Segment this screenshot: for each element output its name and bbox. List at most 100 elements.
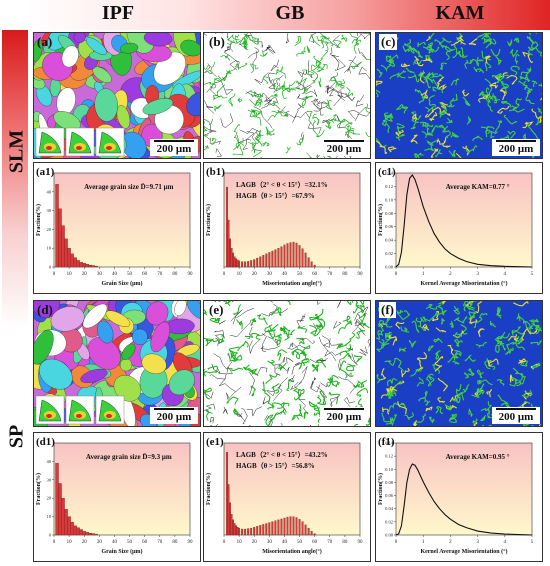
x-tick-label: 60 bbox=[312, 272, 318, 277]
x-tick-label: 20 bbox=[252, 540, 258, 545]
x-axis-label: Grain Size (μm) bbox=[101, 280, 142, 287]
bar bbox=[268, 252, 271, 268]
bar bbox=[292, 516, 295, 536]
x-tick-label: 1 bbox=[422, 540, 425, 545]
bar bbox=[259, 525, 262, 536]
x-tick-label: 90 bbox=[358, 272, 364, 277]
scale-bar-label: 200 μm bbox=[498, 143, 534, 155]
x-tick-label: 70 bbox=[157, 540, 163, 545]
x-tick-label: 2 bbox=[449, 272, 452, 277]
x-tick-label: 80 bbox=[342, 272, 348, 277]
bar bbox=[241, 528, 244, 536]
x-tick-label: 80 bbox=[342, 540, 348, 545]
y-tick-label: 0 bbox=[49, 265, 52, 270]
x-tick-label: 50 bbox=[127, 272, 133, 277]
x-tick-label: 10 bbox=[237, 540, 243, 545]
bar bbox=[262, 255, 265, 268]
y-tick-label: 0.14 bbox=[385, 171, 394, 176]
pole-figure-triangle bbox=[68, 131, 92, 154]
bar bbox=[259, 256, 262, 268]
ipf-map-image bbox=[34, 33, 200, 158]
x-tick-label: 80 bbox=[172, 540, 178, 545]
bar bbox=[55, 184, 59, 268]
x-tick-label: 0 bbox=[223, 272, 226, 277]
scale-bar-line bbox=[496, 140, 536, 142]
chart-annotation-line: LAGB（2° < θ < 15°）=43.2% bbox=[236, 451, 328, 459]
bar bbox=[55, 463, 59, 536]
x-tick-label: 70 bbox=[157, 272, 163, 277]
chart-svg: 0 10 20 30 40 50 60 70 80 90 Misorientation angle(… bbox=[205, 436, 363, 555]
chart-svg: 0 10 20 30 40 50 60 70 80 90 0 10 20 30 40 Grain Size (… bbox=[35, 166, 193, 287]
scale-bar: 200 μm bbox=[150, 139, 198, 156]
x-tick-label: 5 bbox=[531, 540, 534, 545]
x-tick-label: 40 bbox=[112, 272, 118, 277]
y-tick-label: 0.08 bbox=[385, 480, 394, 485]
chart-annotation-line: LAGB（2° < θ < 15°）=32.1% bbox=[236, 181, 328, 189]
x-tick-label: 10 bbox=[67, 272, 73, 277]
x-tick-label: 70 bbox=[327, 272, 333, 277]
gb-map-slm: (b) 200 μm bbox=[203, 32, 371, 159]
y-tick-label: 0.02 bbox=[385, 251, 393, 256]
grain-size-chart-slm: 0 10 20 30 40 50 60 70 80 90 0 10 20 30 40 Grain Size (… bbox=[33, 162, 201, 294]
x-tick-label: 20 bbox=[252, 272, 258, 277]
bar bbox=[67, 516, 71, 536]
pole-figure-triangle bbox=[38, 399, 62, 422]
bar bbox=[295, 242, 298, 268]
plot-area bbox=[53, 442, 191, 536]
bar bbox=[253, 259, 256, 268]
x-tick-label: 5 bbox=[531, 272, 534, 277]
bar bbox=[94, 533, 98, 536]
bar bbox=[286, 243, 289, 268]
bar bbox=[283, 244, 286, 268]
scale-bar: 200 μm bbox=[150, 407, 198, 424]
x-axis-label: Misorientation angle(°) bbox=[262, 280, 322, 287]
panel-label: (b1) bbox=[206, 166, 225, 178]
bar bbox=[247, 261, 250, 268]
y-tick-label: 10 bbox=[47, 514, 52, 519]
bar bbox=[298, 519, 301, 536]
x-tick-label: 3 bbox=[476, 540, 479, 545]
x-tick-label: 20 bbox=[82, 272, 88, 277]
bar bbox=[253, 527, 256, 536]
bar bbox=[298, 245, 301, 268]
scale-bar: 200 μm bbox=[492, 407, 540, 424]
x-tick-label: 40 bbox=[282, 272, 288, 277]
x-tick-label: 30 bbox=[97, 540, 103, 545]
ipf-map-sp: (d) 200 μm bbox=[33, 300, 201, 427]
scale-bar-line bbox=[154, 408, 194, 410]
panel-label: (d) bbox=[37, 302, 53, 317]
bar bbox=[91, 533, 95, 536]
x-tick-label: 4 bbox=[504, 540, 507, 545]
y-tick-label: 0.10 bbox=[385, 467, 394, 472]
bar bbox=[88, 533, 92, 536]
scale-bar-line bbox=[324, 140, 364, 142]
scale-bar-label: 200 μm bbox=[326, 143, 362, 155]
x-tick-label: 40 bbox=[112, 540, 118, 545]
panel-label: (c) bbox=[379, 34, 398, 50]
bar bbox=[82, 263, 86, 268]
scale-bar-label: 200 μm bbox=[156, 411, 192, 423]
bar bbox=[307, 257, 310, 268]
y-tick-label: 0.00 bbox=[385, 533, 394, 538]
bar bbox=[227, 219, 230, 268]
panel-label: (a) bbox=[37, 34, 53, 49]
x-tick-label: 50 bbox=[297, 272, 303, 277]
bar bbox=[79, 529, 83, 536]
bar bbox=[238, 260, 241, 268]
plot-area bbox=[395, 172, 533, 268]
bar bbox=[304, 252, 307, 268]
y-tick-label: 0.02 bbox=[385, 519, 393, 524]
bar bbox=[313, 533, 316, 536]
x-tick-label: 4 bbox=[504, 272, 507, 277]
bar bbox=[76, 527, 80, 536]
bar bbox=[313, 264, 316, 268]
x-tick-label: 60 bbox=[312, 540, 318, 545]
bar bbox=[232, 519, 235, 536]
x-axis-label: Misorientation angle(°) bbox=[262, 548, 322, 555]
row-title-sp: SP bbox=[5, 424, 28, 449]
bar bbox=[289, 516, 292, 536]
kam-chart-slm: 0 1 2 3 4 5 0.00 0.02 0.04 0.06 0.08 0.10 0.12 0.14 Ke… bbox=[375, 162, 543, 294]
bar bbox=[244, 261, 247, 268]
y-axis-label: Fraction(%) bbox=[205, 473, 212, 505]
bar bbox=[271, 250, 274, 268]
